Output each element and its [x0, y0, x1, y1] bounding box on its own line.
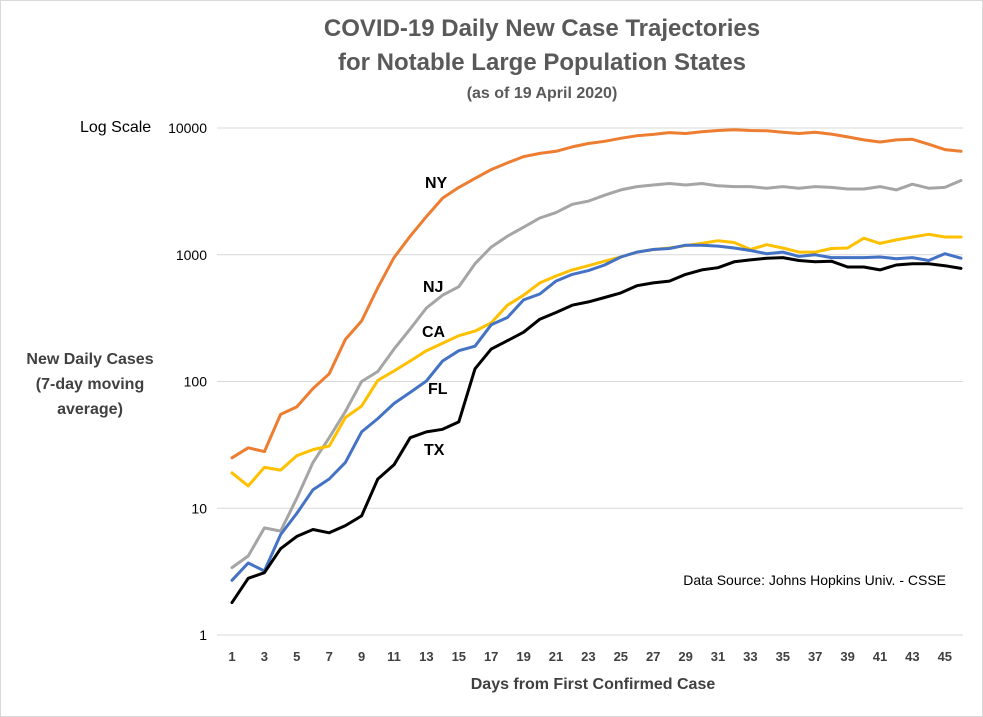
series-label-nj: NJ	[423, 279, 443, 296]
y-tick-label: 10000	[168, 120, 207, 136]
x-tick-label: 25	[614, 649, 628, 664]
x-tick-label: 15	[452, 649, 466, 664]
series-label-ny: NY	[425, 175, 448, 192]
series-line-ca	[230, 232, 963, 488]
series-label-tx: TX	[424, 442, 445, 459]
x-tick-label: 29	[678, 649, 692, 664]
x-tick-label: 33	[743, 649, 757, 664]
chart-title: COVID-19 Daily New Case Trajectories	[324, 15, 760, 42]
log-scale-label: Log Scale	[80, 119, 151, 136]
x-tick-label: 1	[228, 649, 235, 664]
x-tick-label: 31	[711, 649, 725, 664]
chart-date-note: (as of 19 April 2020)	[467, 85, 618, 102]
y-axis-label-line-2: (7-day moving	[36, 376, 144, 393]
x-axis-label: Days from First Confirmed Case	[471, 676, 716, 693]
y-tick-label: 1	[199, 627, 207, 643]
x-tick-label: 27	[646, 649, 660, 664]
x-tick-label: 41	[873, 649, 887, 664]
series-lines	[230, 128, 963, 605]
series-line-tx	[230, 256, 963, 605]
series-line-fl	[230, 243, 963, 582]
y-tick-label: 100	[184, 374, 208, 390]
y-tick-label: 10	[191, 500, 207, 516]
x-tick-label: 5	[293, 649, 300, 664]
x-tick-label: 43	[905, 649, 919, 664]
series-label-ca: CA	[422, 324, 446, 341]
y-axis-label-line-1: New Daily Cases	[26, 351, 153, 368]
series-line-ny	[230, 128, 963, 460]
x-tick-label: 13	[419, 649, 433, 664]
x-tick-label: 9	[358, 649, 365, 664]
x-tick-label: 17	[484, 649, 498, 664]
x-tick-label: 3	[261, 649, 268, 664]
x-tick-label: 23	[581, 649, 595, 664]
y-tick-labels: 1 10 100 1000 10000	[168, 120, 207, 643]
x-tick-label: 19	[516, 649, 530, 664]
x-tick-label: 11	[387, 649, 401, 664]
x-tick-label: 7	[326, 649, 333, 664]
series-label-fl: FL	[428, 381, 448, 398]
x-tick-labels: 1 3 5 7 9 11 13 15 17 19 21 23 25 27 29 31 33 35 37 39 41 43 4…	[228, 649, 952, 664]
series-line-nj	[230, 179, 963, 570]
x-tick-label: 35	[776, 649, 790, 664]
data-source-note: Data Source: Johns Hopkins Univ. - CSSE	[683, 572, 946, 588]
x-tick-label: 39	[840, 649, 854, 664]
x-tick-label: 21	[549, 649, 563, 664]
x-tick-label: 37	[808, 649, 822, 664]
y-axis-label-line-3: average)	[57, 401, 123, 418]
x-tick-label: 45	[938, 649, 952, 664]
gridlines	[217, 127, 963, 636]
y-tick-label: 1000	[176, 247, 207, 263]
chart-subtitle: for Notable Large Population States	[338, 49, 746, 76]
